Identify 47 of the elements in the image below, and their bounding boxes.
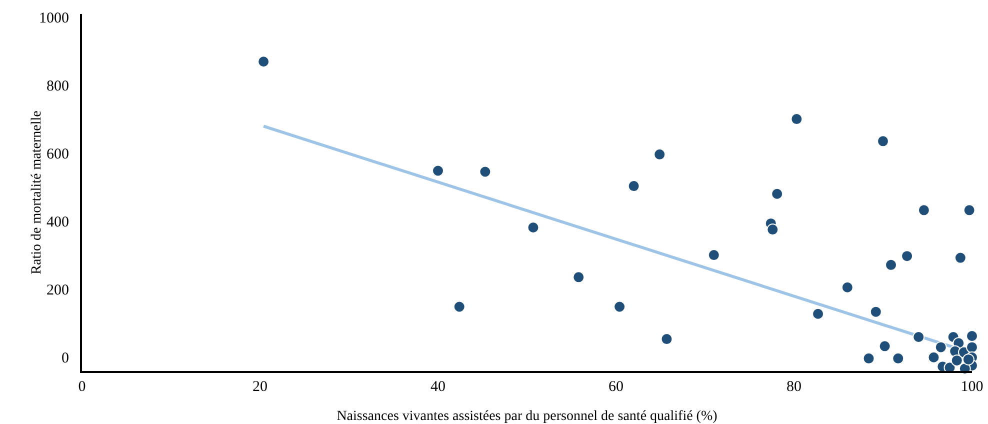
point [950,354,963,366]
point [877,135,889,148]
point [453,300,466,313]
point [432,164,444,177]
y-tick-label: 600 [46,146,69,163]
point [918,204,930,216]
x-tick-label: 20 [252,379,268,395]
point [862,352,875,364]
point [962,353,974,366]
point [966,341,978,354]
point [954,252,966,264]
point [660,333,673,346]
y-tick-label: 1000 [39,10,69,27]
y-tick-label: 400 [46,214,69,231]
x-tick-label: 100 [960,379,984,395]
point [258,56,270,68]
point [878,340,891,352]
point [479,166,492,178]
point [654,148,666,160]
point [790,113,803,126]
point [966,330,978,342]
point [527,222,540,234]
point [572,271,585,284]
x-tick-label: 40 [430,379,446,395]
x-tick-label: 60 [608,379,624,395]
point [708,249,720,262]
y-tick-label: 800 [46,78,69,95]
x-tick-label: 80 [786,379,802,395]
point [928,351,940,364]
point [771,188,784,200]
x-tick-label: 0 [78,379,86,395]
y-tick-label: 0 [62,350,69,367]
point [841,281,854,294]
point [628,180,640,192]
y-tick-label: 200 [46,282,69,299]
point [901,250,914,262]
x-axis-title: Naissances vivantes assistées par du personnel de santé qualifié (%) [336,409,718,424]
point [812,308,824,320]
point [870,306,882,318]
point [892,352,904,364]
point [614,300,626,313]
point [934,341,947,354]
point [766,224,779,236]
y-axis-title: Ratio de mortalité maternelle [30,110,44,274]
point [885,258,898,271]
point [912,331,925,343]
point [963,204,976,216]
